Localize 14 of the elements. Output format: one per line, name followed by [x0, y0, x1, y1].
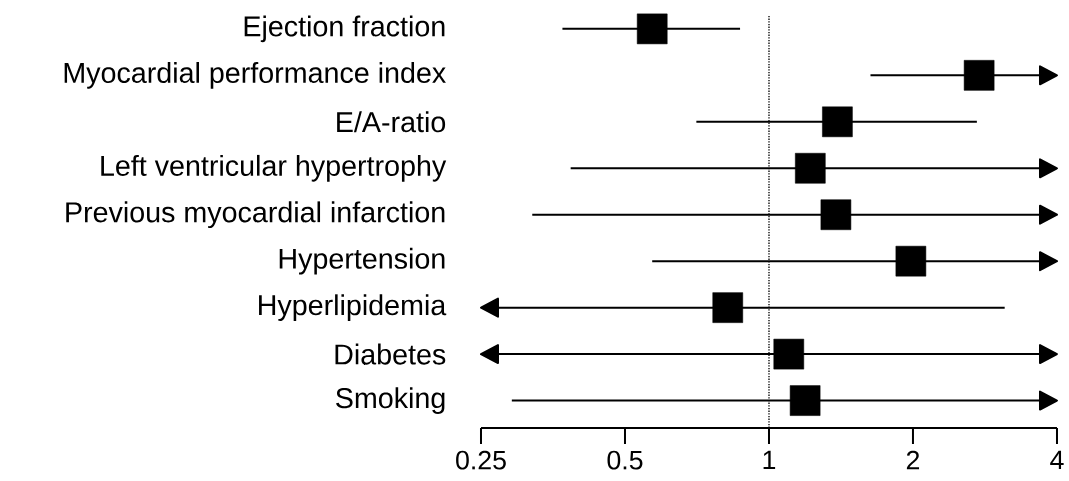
y-tick-label: Myocardial performance index	[64, 61, 446, 89]
y-tick-label: Hyperlipidemia	[259, 294, 447, 322]
x-tick-label: 2	[906, 450, 920, 470]
y-tick-label: Smoking	[336, 387, 445, 414]
y-tick-label: Previous myocardial infarction	[66, 201, 445, 229]
y-tick-label: Hypertension	[279, 247, 445, 275]
y-tick-label: Ejection fraction	[244, 15, 445, 43]
y-tick-label: E/A-ratio	[337, 111, 446, 133]
y-tick-label: Left ventricular hypertrophy	[101, 154, 447, 182]
y-tick-label: Diabetes	[335, 343, 446, 365]
x-tick-label: 0.25	[456, 450, 506, 470]
x-tick-label: 0.5	[607, 450, 643, 470]
x-tick-label: 1	[763, 450, 776, 470]
x-tick-label: 4	[1050, 450, 1064, 470]
